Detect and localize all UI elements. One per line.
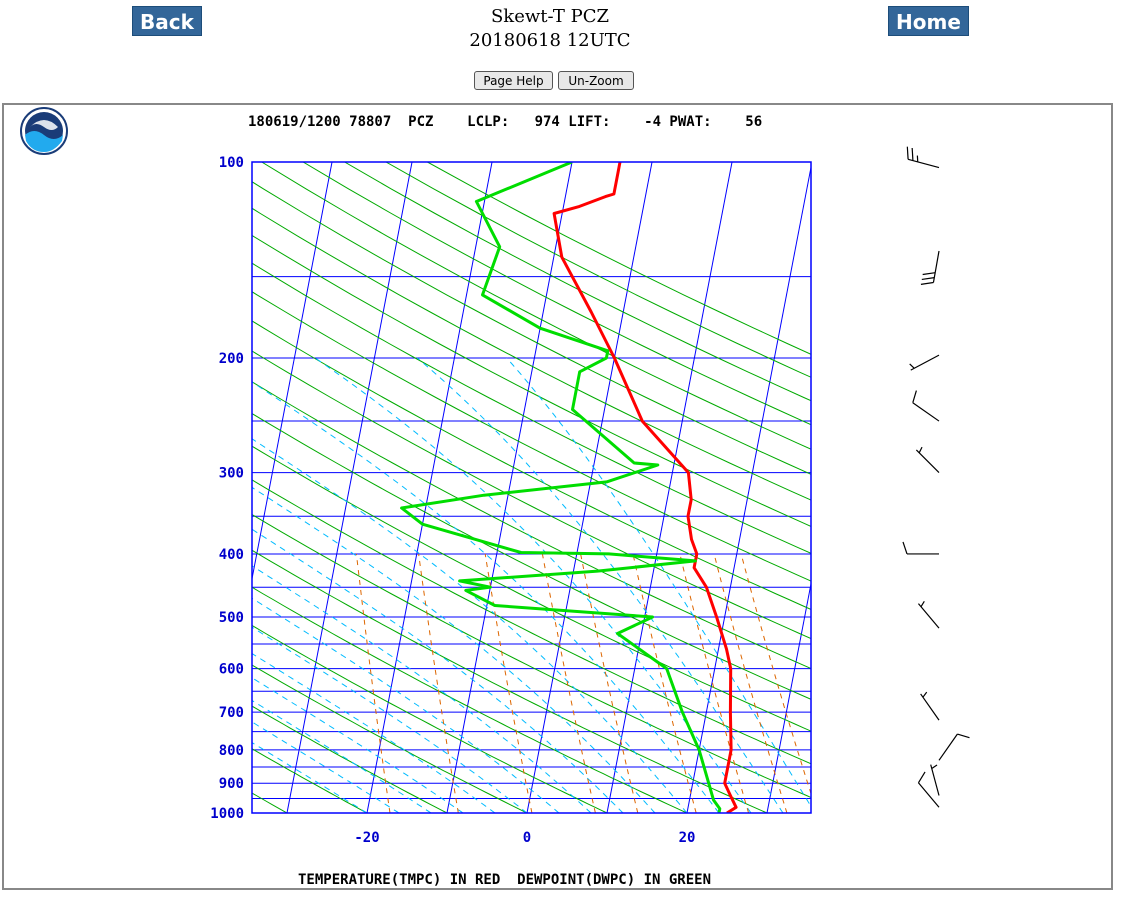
pressure-tick-label: 300 [219,466,244,482]
page-subtitle: 20180618 12UTC [469,30,631,51]
wind-barb [938,733,970,761]
home-button[interactable]: Home [888,6,969,36]
pressure-tick-label: 800 [219,743,244,759]
moist-adiabat-line [315,357,752,813]
dry-adiabat-line [252,445,811,732]
isotherm-line [1007,162,1111,813]
pressure-tick-label: 700 [219,705,244,721]
dry-adiabat-line [252,624,608,813]
mixing-ratio-line [679,553,750,813]
page-help-button[interactable]: Page Help [474,71,553,90]
pressure-tick-label: 1000 [210,806,244,822]
mixing-ratio-line [580,553,639,813]
temperature-tick-label: 20 [679,830,696,846]
mixing-ratio-line [713,553,788,813]
moist-adiabat-line [252,653,496,813]
mixing-ratio-line [740,553,811,796]
moist-adiabat-line [252,699,432,813]
dewpoint-profile-line [400,162,722,813]
pressure-tick-label: 100 [219,155,244,171]
back-button[interactable]: Back [132,6,202,36]
dry-adiabat-line [252,262,811,554]
pressure-tick-label: 900 [219,776,244,792]
isotherm-line [47,162,172,813]
temperature-profile-line [552,162,738,813]
mixing-ratio-line [355,553,391,813]
isotherm-line [526,162,653,813]
isotherm-line [847,162,972,813]
dry-adiabat-line [252,320,811,610]
dry-adiabat-line [252,664,528,813]
isotherm-line [606,162,733,813]
wind-barb [920,691,940,721]
mixing-ratio-line [541,553,596,813]
wind-barb [906,146,940,169]
x-axis-title: TEMPERATURE(TMPC) IN RED DEWPOINT(DWPC) … [298,872,711,888]
dry-adiabat-line [252,291,811,582]
isotherm-line [766,581,811,813]
pressure-tick-label: 400 [219,547,244,563]
isotherm-line [4,162,92,813]
mixing-ratio-line [484,553,533,813]
dry-adiabat-line [252,479,811,765]
page-title: Skewt-T PCZ [490,6,610,27]
dry-adiabat-line [252,350,811,640]
moist-adiabat-line [252,597,560,813]
dry-adiabat-line [252,549,768,813]
wind-barb [912,390,940,422]
moist-adiabat-line [252,528,624,813]
temperature-tick-label: -20 [354,830,379,846]
wind-barb [902,541,939,555]
mixing-ratio-line [632,553,697,813]
dry-adiabat-line [252,381,811,670]
dry-adiabat-line [252,207,811,501]
dry-adiabat-line [252,748,368,813]
temperature-tick-label: 0 [523,830,531,846]
dry-adiabat-line [302,162,811,426]
wind-barb [915,446,940,474]
isotherm-line [446,162,573,813]
mixing-ratio-line [418,553,459,813]
isotherm-line [686,164,811,813]
plot-border [251,161,812,814]
wind-barb [917,600,940,629]
moist-adiabat-line [252,565,592,813]
dry-adiabat-line [344,162,811,402]
wind-barb [909,354,940,371]
noaa-logo-icon [20,107,68,155]
dry-adiabat-line [252,234,811,527]
moist-adiabat-line [252,626,528,813]
isotherm-line [927,162,1052,813]
pressure-tick-label: 200 [219,351,244,367]
dry-adiabat-line [252,412,811,700]
pressure-tick-label: 600 [219,662,244,678]
skewt-chart[interactable]: 180619/1200 78807 PCZ LCLP: 974 LIFT: -4… [4,105,1111,888]
unzoom-button[interactable]: Un-Zoom [558,71,634,90]
moist-adiabat-line [252,486,656,813]
dry-adiabat-line [252,586,688,813]
sounding-header-text: 180619/1200 78807 PCZ LCLP: 974 LIFT: -4… [248,114,762,130]
skewt-plot-frame[interactable]: 180619/1200 78807 PCZ LCLP: 974 LIFT: -4… [2,103,1113,890]
dry-adiabat-line [252,181,811,475]
dry-adiabat-line [252,513,811,799]
isotherm-line [286,162,413,813]
moist-adiabat-line [506,357,811,808]
isotherm-line [366,162,493,813]
dry-adiabat-line [252,705,448,813]
dry-adiabat-line [427,162,811,355]
dry-adiabat-line [261,162,811,450]
isotherm-line [4,162,12,813]
wind-barb [917,771,940,808]
dry-adiabat-line [252,792,288,813]
wind-barb [920,250,940,285]
moist-adiabat-line [417,357,784,813]
moist-adiabat-line [252,742,368,813]
pressure-tick-label: 500 [219,610,244,626]
moist-adiabat-line [252,381,720,813]
wind-barb [930,764,940,796]
